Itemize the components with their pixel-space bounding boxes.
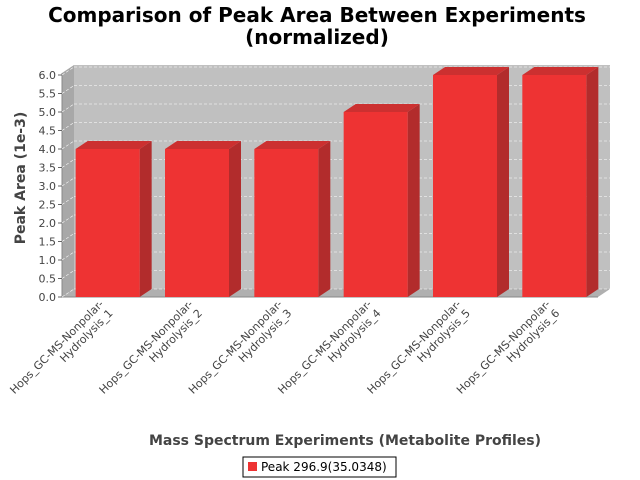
y-tick-label: 3.5 <box>39 162 57 175</box>
gridline-diagonal <box>61 233 75 242</box>
y-tick-label: 4.5 <box>39 125 57 138</box>
bar-front <box>433 75 497 297</box>
chart-title-line-2: (normalized) <box>245 25 389 49</box>
bar-front <box>254 149 319 297</box>
bar-top <box>254 141 331 149</box>
bar-top <box>522 67 599 75</box>
y-tick-label: 3.0 <box>39 180 57 193</box>
y-tick-label: 4.0 <box>39 143 57 156</box>
gridline-diagonal <box>61 270 75 279</box>
y-tick-label: 1.0 <box>39 254 57 267</box>
chart-title-line-1: Comparison of Peak Area Between Experime… <box>48 3 586 27</box>
y-axis-title: Peak Area (1e-3) <box>13 112 29 245</box>
legend: Peak 296.9(35.0348) <box>242 456 397 478</box>
plot-back-wall <box>74 65 610 289</box>
bar-side <box>407 104 420 297</box>
plot-side-wall <box>62 65 74 297</box>
gridline-diagonal <box>61 196 75 205</box>
bar-side <box>497 67 509 297</box>
bar-top <box>75 141 152 149</box>
y-tick-label: 5.5 <box>39 88 57 101</box>
bar <box>254 141 331 297</box>
y-tick-label: 2.5 <box>39 199 57 212</box>
y-tick-label: 2.0 <box>39 217 57 230</box>
bar <box>165 141 241 297</box>
x-tick-label-line: Hops_GC-MS-Nonpolar- <box>7 298 106 397</box>
bar-side <box>229 141 241 297</box>
x-axis-title: Mass Spectrum Experiments (Metabolite Pr… <box>149 433 541 449</box>
gridline-diagonal <box>61 140 75 150</box>
bar-side <box>139 141 152 297</box>
bar <box>433 67 509 297</box>
y-tick-label: 5.0 <box>39 106 57 119</box>
gridline-diagonal <box>61 103 75 113</box>
bar <box>343 104 420 297</box>
legend-swatch <box>248 462 257 471</box>
bar-front <box>75 149 140 297</box>
bar-front <box>165 149 229 297</box>
bar-side <box>586 67 599 297</box>
bar <box>75 141 152 297</box>
gridline-diagonal <box>61 85 75 94</box>
legend-label: Peak 296.9(35.0348) <box>261 460 387 474</box>
bar-top <box>165 141 241 149</box>
bar <box>522 67 599 297</box>
gridline-diagonal <box>61 177 75 187</box>
gridline-diagonal <box>61 214 75 224</box>
gridline-diagonal <box>61 288 75 298</box>
gridline-diagonal <box>61 251 75 261</box>
bar-side <box>318 141 331 297</box>
bars <box>75 67 599 297</box>
y-tick-label: 1.5 <box>39 236 57 249</box>
bar-top <box>433 67 509 75</box>
gridline-diagonal <box>61 122 75 131</box>
y-tick-label: 0.0 <box>39 291 57 304</box>
bar-front <box>343 112 408 297</box>
legend-box <box>242 456 397 478</box>
gridlines <box>61 66 610 298</box>
y-tick-label: 0.5 <box>39 273 57 286</box>
y-tick-label: 6.0 <box>39 69 57 82</box>
y-axis: 0.0 0.5 1.0 1.5 2.0 2.5 3.0 3.5 4.0 4.5 5.0 5.5 6.0 <box>39 69 62 304</box>
gridline-diagonal <box>61 159 75 168</box>
bar-front <box>522 75 587 297</box>
gridline-diagonal <box>61 66 75 76</box>
bar-top <box>343 104 420 112</box>
x-axis-labels: Hops_GC-MS-Nonpolar-Hydrolysis_1Hops_GC-… <box>7 298 562 397</box>
